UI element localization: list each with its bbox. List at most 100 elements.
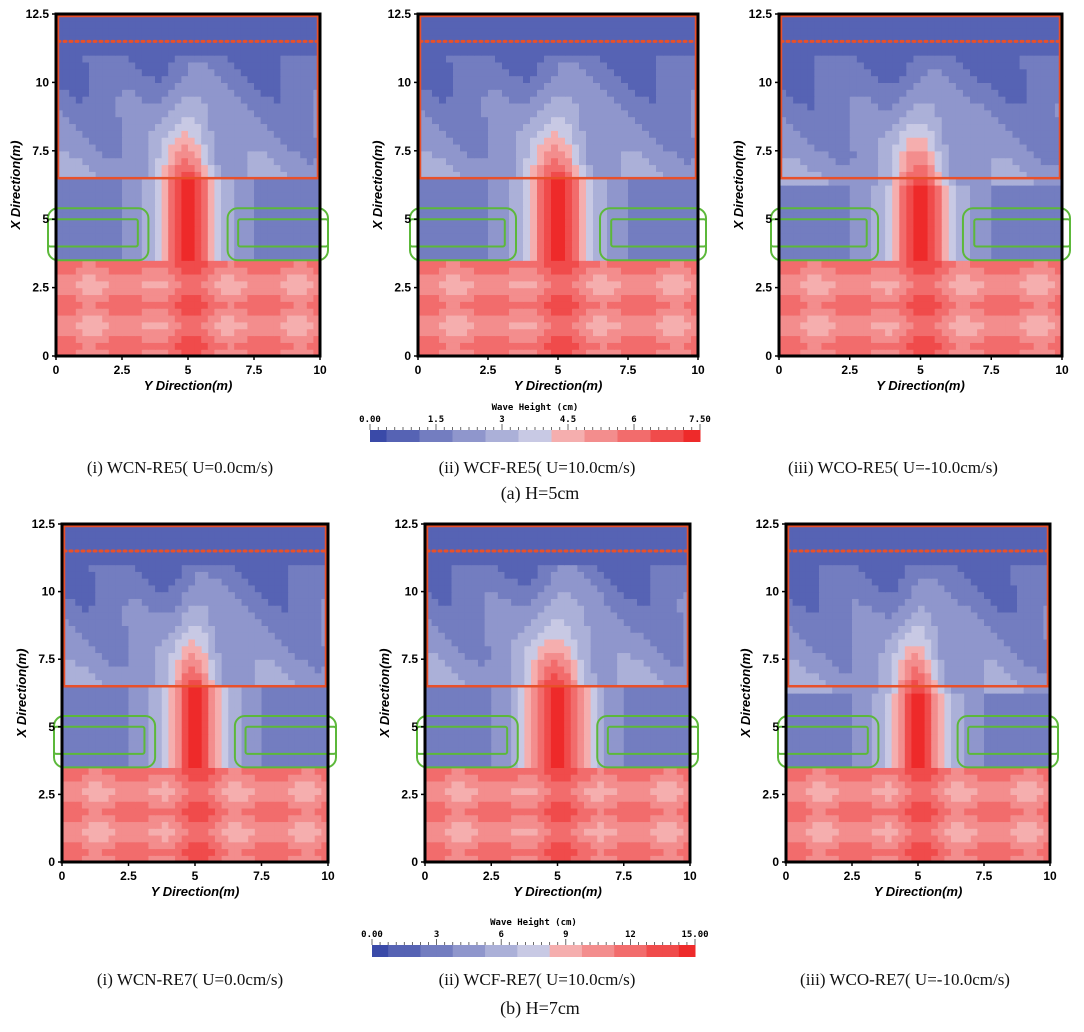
heat-cell <box>607 109 615 118</box>
heat-cell <box>141 308 149 316</box>
heat-cell <box>586 314 594 323</box>
heat-cell <box>102 102 110 111</box>
heat-cell <box>779 349 787 357</box>
heat-cell <box>62 267 70 275</box>
heat-cell <box>240 34 248 42</box>
heat-cell <box>565 301 573 309</box>
heat-cell <box>970 260 978 268</box>
heat-cell <box>684 150 692 159</box>
heat-cell <box>122 212 130 220</box>
heat-cell <box>115 219 123 227</box>
heat-cell <box>148 308 156 316</box>
heat-cell <box>779 273 787 282</box>
heat-cell <box>649 143 657 152</box>
heat-cell <box>280 219 288 227</box>
heat-cell <box>446 130 454 138</box>
heat-cell <box>523 61 531 70</box>
heat-cell <box>920 308 929 316</box>
heat-cell <box>488 109 496 118</box>
heat-cell <box>635 185 643 193</box>
heat-cell <box>108 123 116 131</box>
heat-cell <box>122 150 130 159</box>
heat-cell <box>863 287 872 296</box>
heat-cell <box>955 260 964 268</box>
heat-cell <box>920 198 929 207</box>
heat-cell <box>306 239 314 248</box>
heat-cell <box>141 232 149 241</box>
heat-cell <box>453 41 461 49</box>
heat-cell <box>516 68 524 77</box>
heat-cell <box>642 61 650 70</box>
heat-cell <box>863 226 872 234</box>
y-tick-label: 5 <box>42 212 49 226</box>
heat-cell <box>273 280 281 289</box>
heat-cell <box>481 185 489 193</box>
heat-cell <box>207 308 215 316</box>
heat-cell <box>955 219 964 227</box>
heat-cell <box>460 267 468 275</box>
heat-cell <box>663 226 671 234</box>
heat-cell <box>201 239 209 248</box>
heat-cell <box>793 301 801 309</box>
heat-cell <box>227 150 235 159</box>
heat-cell <box>188 55 196 63</box>
heat-cell <box>69 123 77 131</box>
heat-cell <box>586 109 594 118</box>
heat-cell <box>467 41 475 49</box>
heat-cell <box>56 178 64 186</box>
heat-cell <box>155 226 163 234</box>
heat-cell <box>280 130 288 138</box>
heat-cell <box>656 75 664 83</box>
heat-cell <box>155 102 163 111</box>
heat-cell <box>188 294 196 302</box>
heat-cell <box>181 287 189 296</box>
heat-cell <box>530 253 538 261</box>
heat-cell <box>254 137 262 145</box>
heat-cell <box>1012 260 1021 268</box>
heat-cell <box>621 68 629 77</box>
heat-cell <box>962 267 971 275</box>
heat-cell <box>551 41 559 49</box>
heat-cell <box>168 280 176 289</box>
heat-cell <box>600 61 608 70</box>
heat-cell <box>495 27 503 36</box>
heat-cell <box>300 96 308 104</box>
heat-cell <box>181 143 189 152</box>
heat-cell <box>161 267 169 275</box>
heat-cell <box>558 280 566 289</box>
heat-cell <box>849 349 858 357</box>
heat-cell <box>439 246 447 254</box>
heat-cell <box>537 212 545 220</box>
heat-cell <box>300 41 308 49</box>
heat-cell <box>1054 212 1063 220</box>
heat-cell <box>955 267 964 275</box>
heat-cell <box>439 55 447 63</box>
heat-cell <box>516 109 524 118</box>
heat-cell <box>635 123 643 131</box>
heat-cell <box>62 219 70 227</box>
heat-cell <box>128 171 136 179</box>
heat-cell <box>446 178 454 186</box>
heat-cell <box>786 212 794 220</box>
heat-cell <box>313 273 321 282</box>
heat-cell <box>649 75 657 83</box>
heat-cell <box>551 75 559 83</box>
heat-cell <box>128 27 136 36</box>
heat-cell <box>69 335 77 343</box>
heat-cell <box>201 273 209 282</box>
heat-cell <box>300 89 308 97</box>
heat-cell <box>607 27 615 36</box>
heat-cell <box>207 130 215 138</box>
heat-cell <box>108 82 116 90</box>
heat-cell <box>188 219 196 227</box>
heat-cell <box>621 321 629 330</box>
heat-cell <box>56 14 64 22</box>
heat-cell <box>254 82 262 90</box>
heat-cell <box>899 301 907 309</box>
heat-cell <box>474 219 482 227</box>
heat-cell <box>677 109 685 118</box>
heat-cell <box>502 185 510 193</box>
heat-cell <box>523 55 531 63</box>
heat-cell <box>201 335 209 343</box>
heat-cell <box>82 287 90 296</box>
